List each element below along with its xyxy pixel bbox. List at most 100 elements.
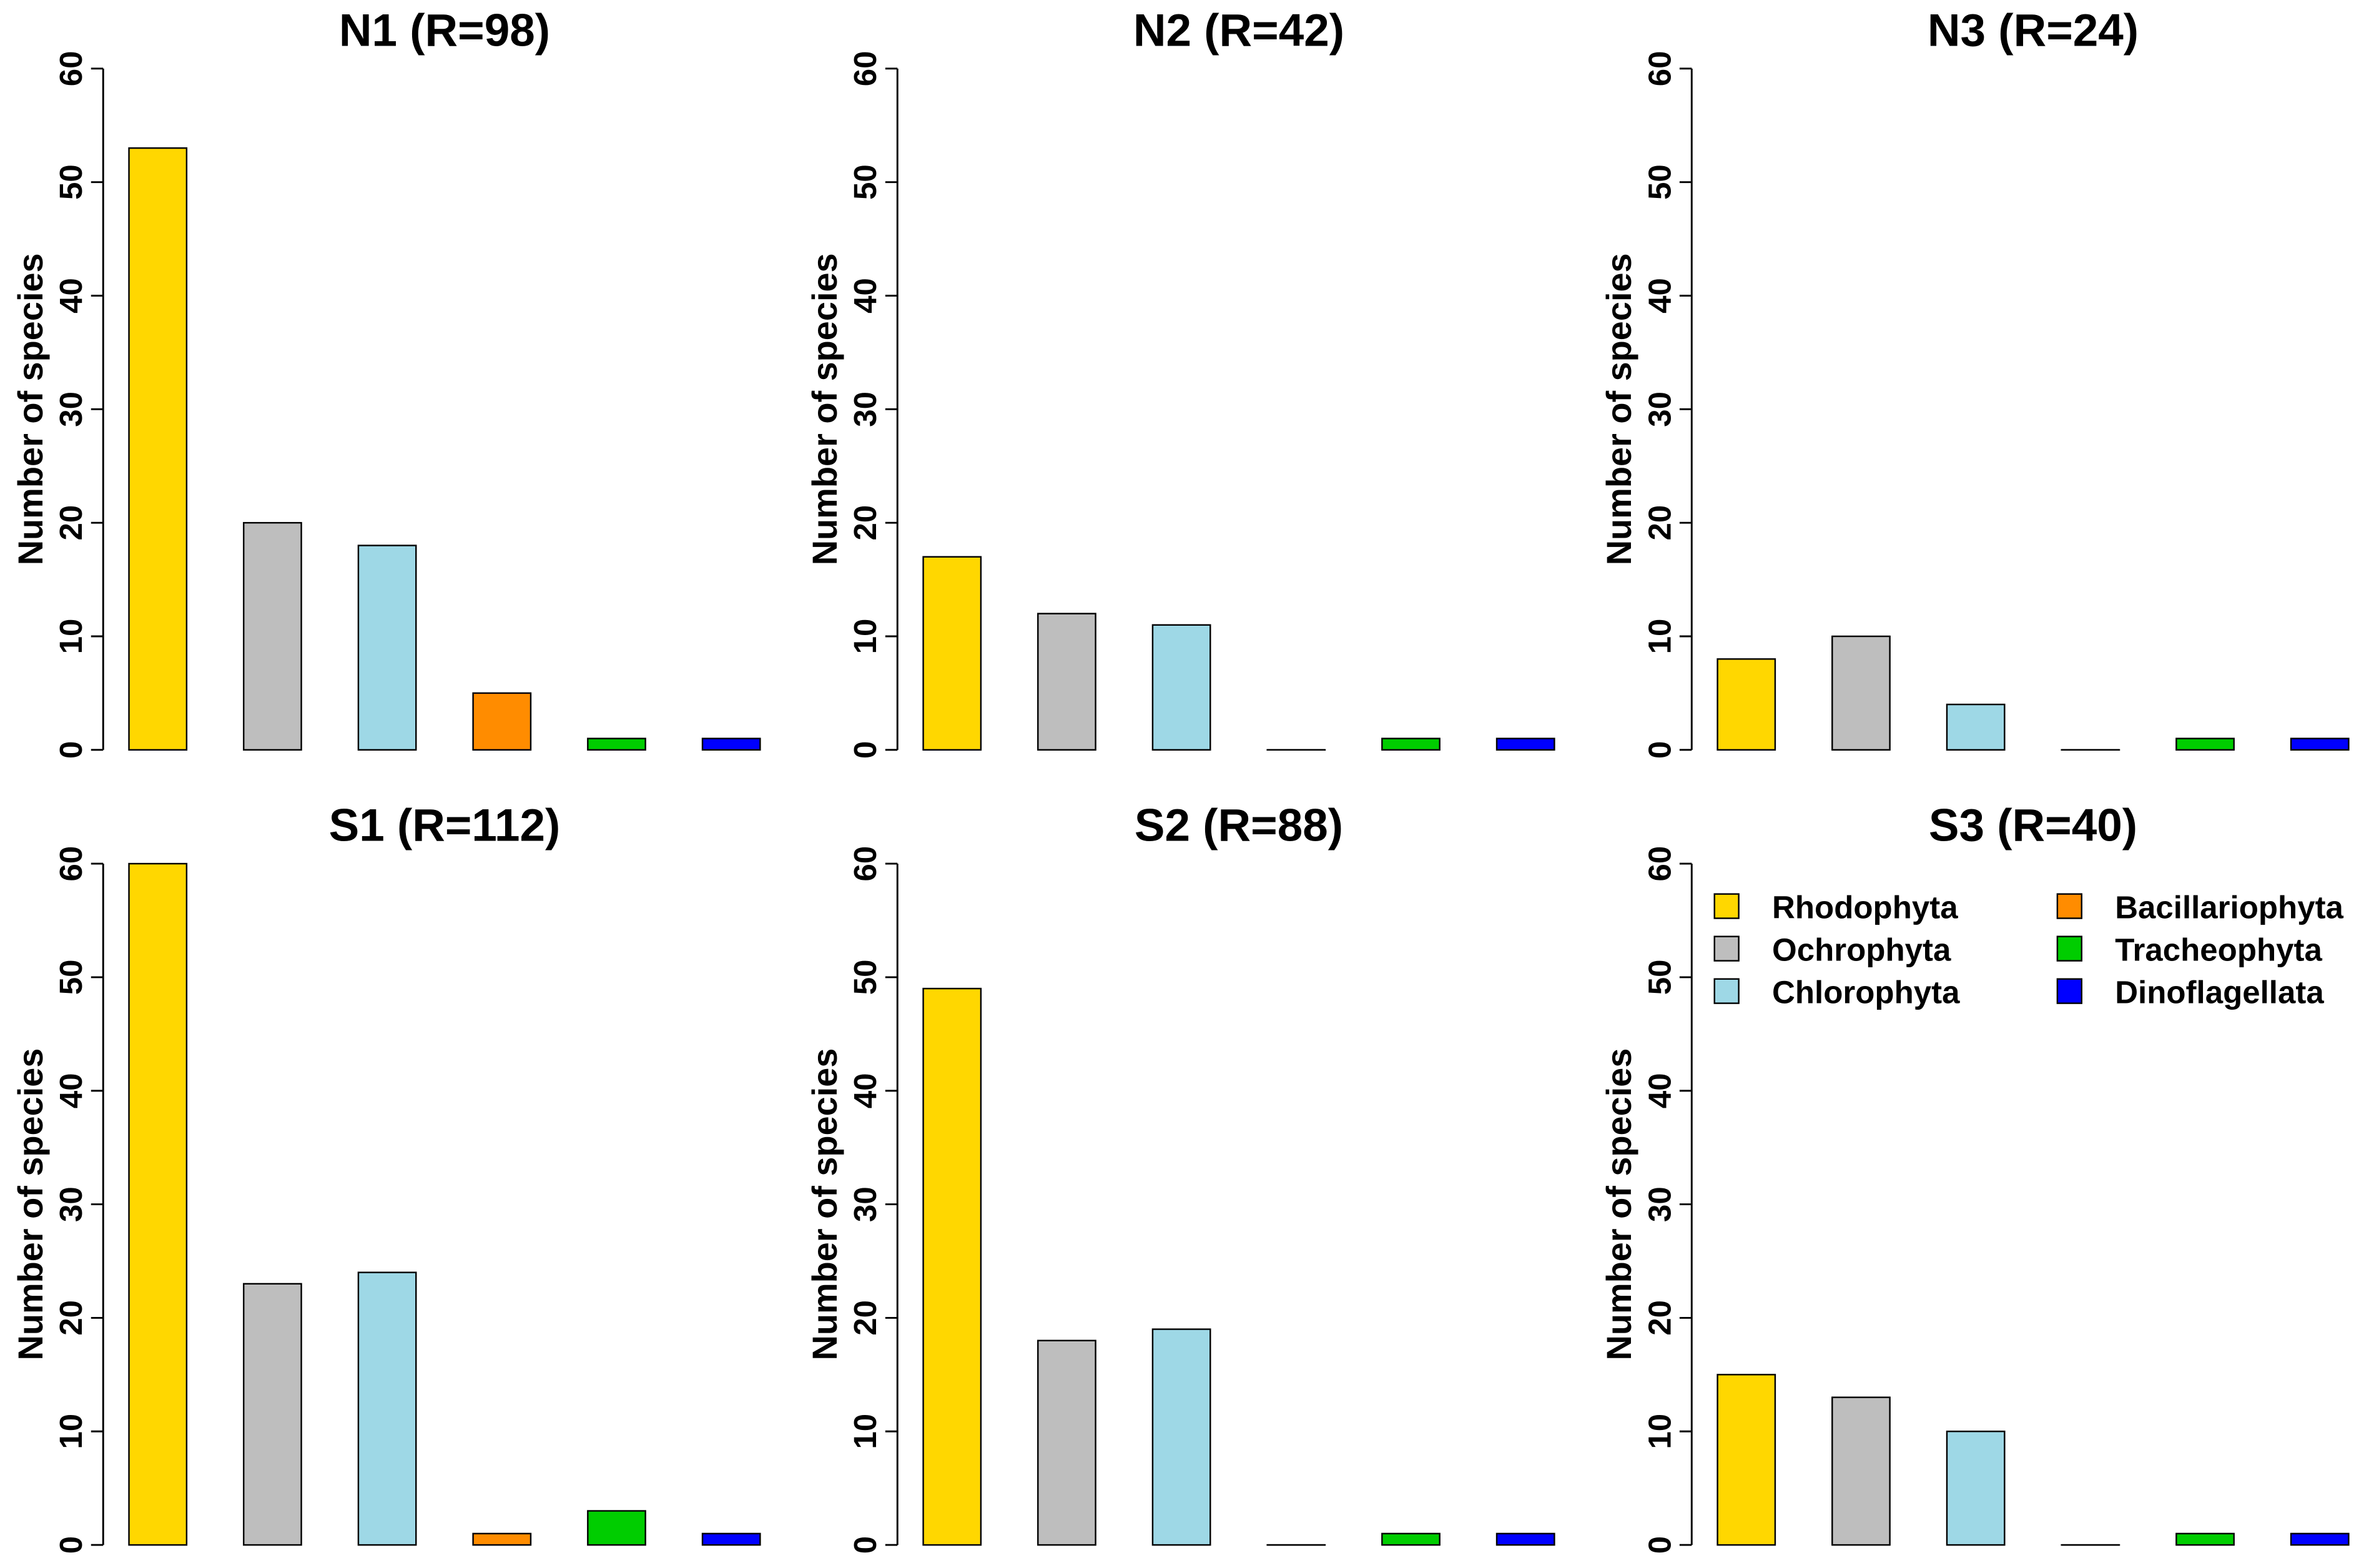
panel-s1: S1 (R=112) 0 10 20 30 40 50 60 Number of species — [11, 801, 761, 1554]
bar-chlorophyta — [357, 545, 417, 751]
y-tick-label: 50 — [53, 960, 89, 995]
y-tick-label: 0 — [847, 741, 883, 759]
bar-chlorophyta — [1946, 703, 2006, 751]
panel-n1: N1 (R=98) 0 10 20 30 40 50 60 Number of species — [11, 5, 761, 759]
bar-dinoflagellata — [1495, 1532, 1555, 1546]
bar-tracheophyta — [1381, 737, 1441, 751]
panel-title: S3 (R=40) — [1929, 801, 2137, 851]
bar-dinoflagellata — [1495, 737, 1555, 751]
legend-item-dinoflagellata: Dinoflagellata — [2056, 975, 2324, 1010]
y-tick-label: 20 — [53, 505, 89, 541]
legend-item-rhodophyta: Rhodophyta — [1713, 890, 1958, 925]
y-tick-label: 10 — [847, 619, 883, 654]
y-tick-label: 50 — [847, 960, 883, 995]
y-tick-label: 60 — [53, 846, 89, 882]
bar-rhodophyta — [1717, 658, 1776, 751]
bar-rhodophyta — [128, 862, 188, 1546]
y-tick-label: 0 — [53, 741, 89, 759]
y-tick-label: 10 — [1642, 1414, 1677, 1449]
y-tick-label: 40 — [53, 1073, 89, 1108]
bar-tracheophyta — [2175, 1532, 2235, 1546]
legend-item-chlorophyta: Chlorophyta — [1713, 975, 1960, 1010]
y-tick-label: 10 — [1642, 619, 1677, 654]
y-tick-label: 30 — [1642, 392, 1677, 427]
y-tick-label: 50 — [53, 164, 89, 200]
bar-tracheophyta — [2175, 737, 2235, 751]
y-axis-label: Number of species — [11, 1048, 50, 1361]
bar-rhodophyta — [1717, 1374, 1776, 1546]
bar-ochrophyta — [1037, 613, 1096, 751]
bar-chlorophyta — [1946, 1431, 2006, 1546]
bar-dinoflagellata — [701, 737, 761, 751]
y-tick-label: 30 — [53, 392, 89, 427]
y-axis-label: Number of species — [1599, 1048, 1638, 1361]
y-axis-label: Number of species — [11, 253, 50, 565]
y-tick-label: 50 — [847, 164, 883, 200]
bar-ochrophyta — [243, 521, 302, 751]
bar-ochrophyta — [243, 1283, 302, 1546]
bar-bacillariophyta — [472, 1532, 532, 1546]
y-tick-label: 20 — [847, 1300, 883, 1336]
y-tick-label: 20 — [847, 505, 883, 541]
bar-tracheophyta — [587, 737, 646, 751]
y-tick-label: 10 — [53, 1414, 89, 1449]
y-tick-label: 40 — [847, 1073, 883, 1108]
legend-label: Rhodophyta — [1772, 890, 1958, 925]
bar-ochrophyta — [1831, 635, 1891, 751]
y-tick-label: 60 — [847, 846, 883, 882]
legend-swatch — [2056, 893, 2082, 919]
legend-label: Tracheophyta — [2115, 932, 2322, 968]
legend-swatch — [1713, 935, 1740, 962]
y-tick-label: 30 — [847, 1186, 883, 1222]
panel-title: N3 (R=24) — [1928, 5, 2139, 56]
bar-dinoflagellata — [701, 1532, 761, 1546]
y-tick-label: 30 — [53, 1186, 89, 1222]
legend-swatch — [2056, 978, 2082, 1004]
y-tick-label: 40 — [1642, 278, 1677, 313]
bar-dinoflagellata — [2290, 737, 2350, 751]
y-tick-label: 0 — [53, 1536, 89, 1554]
bar-ochrophyta — [1037, 1339, 1096, 1546]
y-tick-label: 40 — [1642, 1073, 1677, 1108]
y-tick-label: 50 — [1642, 960, 1677, 995]
y-axis-label: Number of species — [805, 253, 844, 565]
legend-swatch — [2056, 935, 2082, 962]
bar-dinoflagellata — [2290, 1532, 2350, 1546]
panel-s2: S2 (R=88) 0 10 20 30 40 50 60 Number of species — [805, 801, 1555, 1554]
y-tick-label: 0 — [847, 1536, 883, 1554]
y-tick-label: 20 — [53, 1300, 89, 1336]
legend-item-ochrophyta: Ochrophyta — [1713, 932, 1951, 968]
bar-rhodophyta — [922, 987, 982, 1546]
legend-label: Bacillariophyta — [2115, 890, 2343, 925]
y-tick-label: 20 — [1642, 505, 1677, 541]
y-tick-label: 60 — [53, 51, 89, 86]
legend-item-bacillariophyta: Bacillariophyta — [2056, 890, 2344, 925]
y-axis-label: Number of species — [1599, 253, 1638, 565]
legend-label: Chlorophyta — [1772, 975, 1960, 1010]
bar-tracheophyta — [587, 1510, 646, 1546]
y-tick-label: 50 — [1642, 164, 1677, 200]
y-tick-label: 30 — [847, 392, 883, 427]
y-tick-label: 0 — [1642, 741, 1677, 759]
y-tick-label: 30 — [1642, 1186, 1677, 1222]
panel-n3: N3 (R=24) 0 10 20 30 40 50 60 Number of species — [1599, 5, 2350, 759]
bar-bacillariophyta — [472, 692, 532, 751]
y-tick-label: 10 — [53, 619, 89, 654]
panel-title: N1 (R=98) — [339, 5, 550, 56]
legend: Rhodophyta Ochrophyta Chlorophyta Bacillari… — [1713, 890, 2344, 1010]
legend-label: Ochrophyta — [1772, 932, 1951, 968]
legend-swatch — [1713, 893, 1740, 919]
panel-s3: S3 (R=40) 0 10 20 30 40 50 60 Number of species — [1599, 801, 2350, 1554]
bar-tracheophyta — [1381, 1532, 1441, 1546]
panel-title: S1 (R=112) — [329, 801, 561, 851]
y-tick-label: 10 — [847, 1414, 883, 1449]
y-tick-label: 20 — [1642, 1300, 1677, 1336]
y-tick-label: 60 — [847, 51, 883, 86]
y-axis-label: Number of species — [805, 1048, 844, 1361]
bar-chlorophyta — [1151, 624, 1211, 751]
bar-rhodophyta — [922, 556, 982, 751]
bar-rhodophyta — [128, 147, 188, 751]
y-tick-label: 40 — [53, 278, 89, 313]
y-tick-label: 60 — [1642, 51, 1677, 86]
